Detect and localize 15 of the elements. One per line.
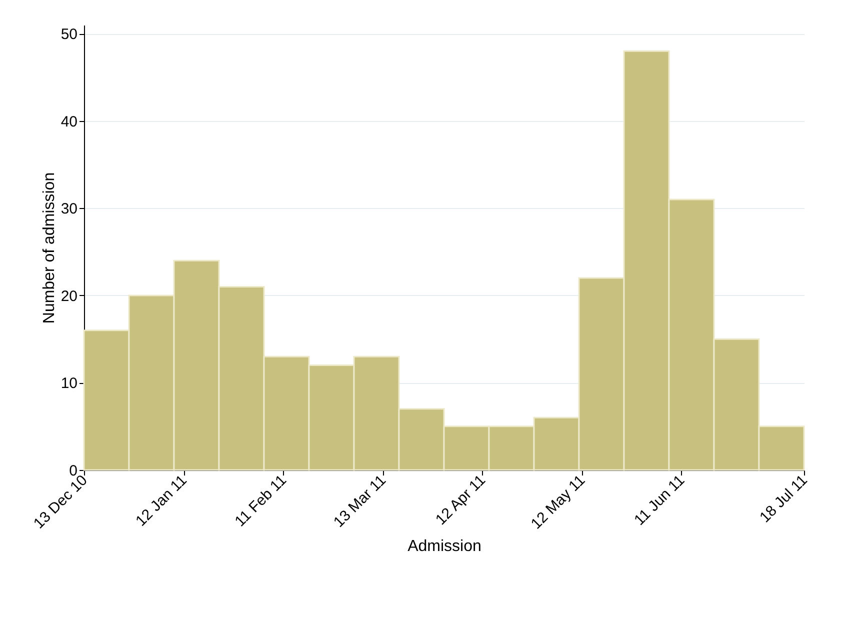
x-tick-label: 12 Apr 11 <box>432 472 490 528</box>
x-tick-label: 18 Jul 11 <box>756 472 811 526</box>
y-tick-label: 40 <box>60 113 78 130</box>
x-tick-label: 12 May 11 <box>528 472 589 533</box>
y-tick-label: 10 <box>60 375 78 392</box>
x-tick-label: 11 Jun 11 <box>631 472 688 529</box>
y-tick-label: 0 <box>69 462 78 480</box>
x-tick-label: 12 Jan 11 <box>132 472 190 530</box>
x-axis-title: Admission <box>408 538 482 555</box>
y-tick-label: 20 <box>60 288 78 305</box>
y-axis-title: Number of admission <box>40 172 58 324</box>
x-tick-label: 13 Mar 11 <box>330 472 390 531</box>
y-tick-label: 50 <box>60 26 78 44</box>
y-tick-label: 30 <box>60 200 78 218</box>
x-tick-label: 11 Feb 11 <box>232 472 290 530</box>
